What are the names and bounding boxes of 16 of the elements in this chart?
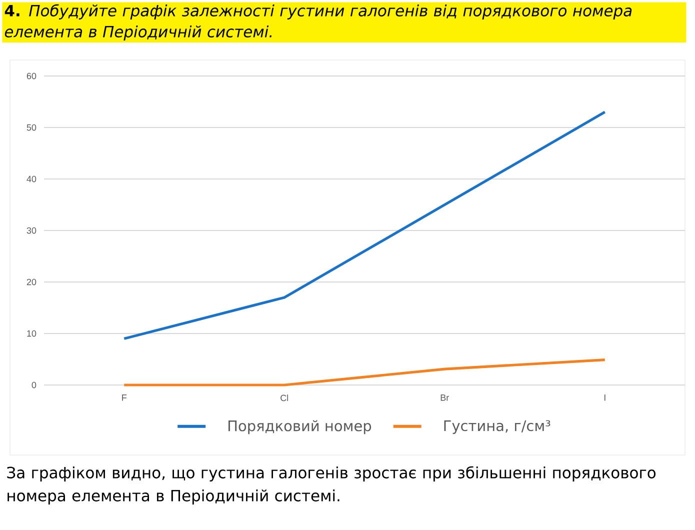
- y-tick-label: 50: [26, 124, 36, 131]
- x-tick-label: Cl: [280, 394, 288, 402]
- x-tick-label: I: [604, 394, 606, 401]
- text: За графіком видно, що густина галогенів зростає при збільшенні порядкового номера елемента в Періодичній системі.: [7, 466, 656, 504]
- chart-title: 4. Побудуйте графік залежності густини галогенів від порядкового номера елемента в Періодичній системі.: [4, 4, 632, 40]
- y-tick-label: 20: [26, 278, 36, 286]
- y-tick-label: 0: [32, 382, 36, 388]
- x-tick-label: F: [122, 394, 127, 401]
- legend-label: Порядковий номер: [228, 420, 372, 434]
- x-tick-label: Br: [440, 394, 449, 401]
- y-tick-label: 60: [26, 72, 36, 80]
- y-tick-label: 40: [26, 176, 36, 182]
- y-tick-label: 10: [27, 330, 36, 337]
- y-tick-label: 30: [26, 227, 36, 234]
- line-series: [122, 110, 606, 340]
- legend-label: Густина, г/см³: [444, 420, 550, 434]
